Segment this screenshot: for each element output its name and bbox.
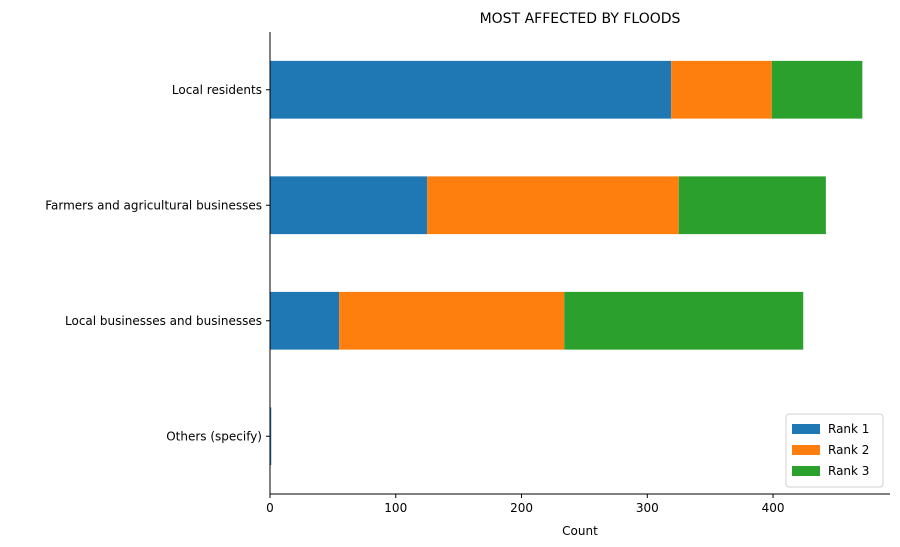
bar-local-residents-rank-1 (270, 60, 672, 119)
x-tick-label: 0 (266, 501, 274, 515)
bar-farmers-and-agricultural-businesses-rank-1 (270, 176, 428, 235)
bar-local-businesses-and-businesses-rank-1 (270, 291, 340, 350)
y-tick-label: Local residents (172, 83, 262, 97)
bar-local-businesses-and-businesses-rank-2 (339, 291, 565, 350)
bar-local-residents-rank-3 (771, 60, 863, 119)
x-tick-label: 300 (636, 501, 659, 515)
legend: Rank 1 Rank 2 Rank 3 (785, 413, 884, 488)
chart-title: MOST AFFECTED BY FLOODS (480, 11, 681, 27)
y-tick-label: Others (specify) (166, 429, 262, 443)
x-axis-ticks: 0 100 200 300 400 (266, 494, 784, 515)
legend-swatch-rank-2 (792, 445, 820, 455)
bar-local-businesses-and-businesses-rank-3 (564, 291, 804, 350)
legend-label-rank-3: Rank 3 (828, 464, 869, 478)
legend-swatch-rank-3 (792, 466, 820, 476)
x-tick-label: 200 (510, 501, 533, 515)
x-axis-label: Count (562, 524, 598, 538)
y-tick-label: Local businesses and businesses (65, 314, 262, 328)
bar-others-specify-rank-1 (270, 407, 272, 466)
y-tick-label: Farmers and agricultural businesses (45, 198, 262, 212)
bars-group (270, 60, 863, 466)
bar-farmers-and-agricultural-businesses-rank-2 (427, 176, 679, 235)
legend-swatch-rank-1 (792, 424, 820, 434)
bar-local-residents-rank-2 (671, 60, 772, 119)
legend-label-rank-1: Rank 1 (828, 422, 869, 436)
x-tick-label: 100 (384, 501, 407, 515)
x-tick-label: 400 (762, 501, 785, 515)
bar-farmers-and-agricultural-businesses-rank-3 (678, 176, 826, 235)
y-axis-ticks: Local residents Farmers and agricultural … (45, 83, 270, 443)
legend-label-rank-2: Rank 2 (828, 443, 869, 457)
